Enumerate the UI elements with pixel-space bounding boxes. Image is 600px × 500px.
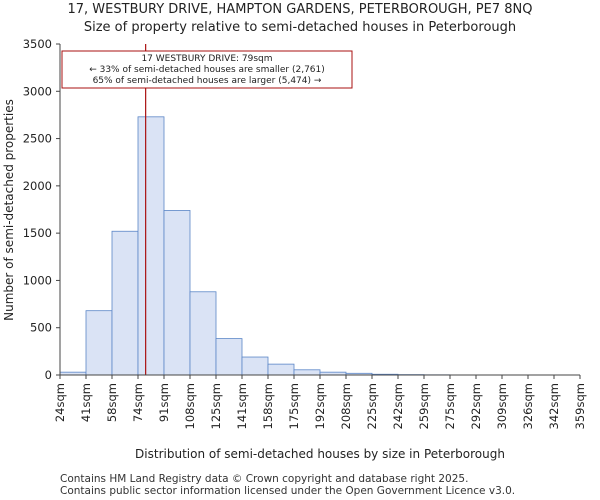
footer-licence: Contains public sector information licen…: [60, 485, 516, 497]
chart-title: 17, WESTBURY DRIVE, HAMPTON GARDENS, PET…: [67, 2, 533, 17]
x-tick-label: 108sqm: [183, 383, 197, 429]
y-tick-label: 500: [30, 321, 52, 335]
x-axis-label: Distribution of semi-detached houses by …: [135, 447, 505, 461]
histogram-bar: [267, 363, 295, 376]
bars-group: [59, 116, 477, 376]
annotation-line-1: 17 WESTBURY DRIVE: 79sqm: [141, 54, 272, 64]
x-tick-label: 242sqm: [391, 383, 405, 429]
x-tick-label: 91sqm: [157, 383, 171, 422]
x-tick-label: 275sqm: [443, 383, 457, 429]
x-tick-label: 58sqm: [105, 383, 119, 422]
x-tick-label: 24sqm: [53, 383, 67, 422]
histogram-bar: [85, 310, 113, 376]
x-tick-label: 208sqm: [339, 383, 353, 429]
y-ticks-group: 0 500 1000 1500 2000 2500 3000 3500: [23, 37, 60, 382]
x-tick-label: 326sqm: [521, 383, 535, 429]
annotation-line-3: 65% of semi-detached houses are larger (…: [93, 76, 322, 86]
x-tick-label: 74sqm: [131, 383, 145, 422]
x-tick-label: 141sqm: [235, 383, 249, 429]
y-tick-label: 1000: [23, 273, 52, 287]
x-tick-label: 359sqm: [573, 383, 587, 429]
y-tick-label: 1500: [23, 226, 52, 240]
annotation-frame: [61, 50, 353, 89]
x-tick-label: 192sqm: [313, 383, 327, 429]
histogram-bar: [189, 291, 217, 376]
footer-copyright: Contains HM Land Registry data © Crown c…: [60, 473, 469, 485]
chart-subtitle: Size of property relative to semi-detach…: [83, 20, 517, 35]
y-axis-label: Number of semi-detached properties: [2, 99, 16, 321]
x-tick-label: 342sqm: [547, 383, 561, 429]
annotation-box: 17 WESTBURY DRIVE: 79sqm ← 33% of semi-d…: [61, 50, 353, 89]
x-tick-label: 41sqm: [79, 383, 93, 422]
x-ticks-group: 24sqm 41sqm 58sqm 74sqm 91sqm 108sqm 125sqm 141…: [53, 375, 587, 429]
x-tick-label: 292sqm: [469, 383, 483, 429]
histogram-bar: [215, 338, 243, 376]
annotation-line-2: ← 33% of semi-detached houses are smalle…: [89, 65, 325, 75]
x-tick-label: 175sqm: [287, 383, 301, 429]
y-tick-label: 0: [45, 368, 52, 382]
histogram-bar: [241, 356, 269, 376]
y-tick-label: 2000: [23, 179, 52, 193]
x-tick-label: 158sqm: [261, 383, 275, 429]
histogram-bar: [137, 116, 165, 376]
y-tick-label: 3000: [23, 84, 52, 98]
y-tick-label: 2500: [23, 132, 52, 146]
x-tick-label: 125sqm: [209, 383, 223, 429]
x-tick-label: 225sqm: [365, 383, 379, 429]
histogram-bar: [163, 210, 191, 376]
histogram-bar: [293, 369, 321, 376]
x-tick-label: 309sqm: [495, 383, 509, 429]
x-tick-label: 259sqm: [417, 383, 431, 429]
y-tick-label: 3500: [23, 37, 52, 51]
histogram-bar: [111, 230, 139, 376]
